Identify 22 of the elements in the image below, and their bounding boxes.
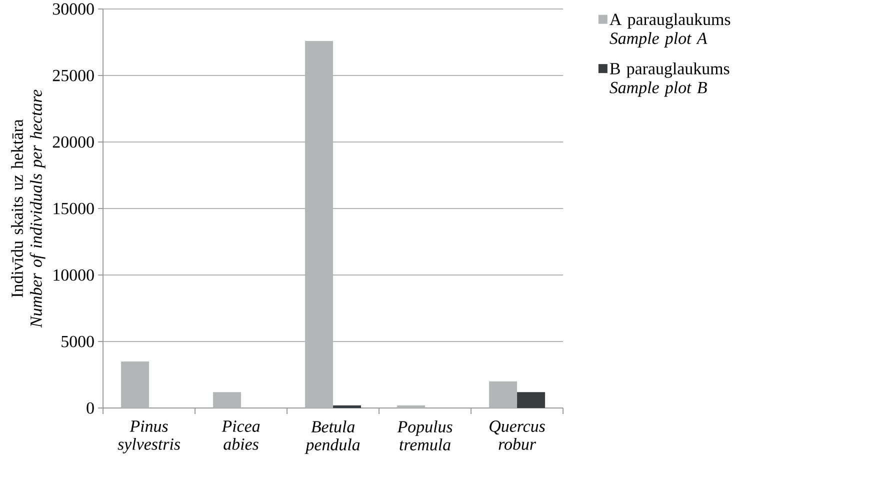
y-tick-label: 30000 <box>52 3 94 15</box>
bar <box>333 405 362 408</box>
y-tick-label: 5000 <box>62 336 94 348</box>
bar <box>489 382 518 408</box>
legend-label: A parauglaukums Sample plot A <box>610 13 730 48</box>
x-tick-label: Pinus sylvestris <box>118 420 180 454</box>
x-tick-label: Quercus robur <box>490 420 545 450</box>
x-tick-label: Populus tremula <box>397 420 452 451</box>
y-axis-title: Indivīdu skaits uz hektāra Number of individuals per hectare <box>11 90 46 328</box>
y-tick-label: 15000 <box>54 202 94 214</box>
bar <box>121 362 150 408</box>
y-tick-label: 20000 <box>52 136 94 148</box>
legend-label: B parauglaukums Sample plot B <box>610 62 730 97</box>
y-tick-label: 25000 <box>52 70 94 82</box>
bar <box>517 392 546 408</box>
x-tick-label: Betula pendula <box>304 420 360 454</box>
bar <box>397 405 426 408</box>
x-tick-label: Picea abies <box>222 420 260 450</box>
bar <box>213 392 242 408</box>
y-tick-label: 0 <box>86 402 94 414</box>
y-tick-label: 10000 <box>54 269 94 281</box>
bar <box>305 41 334 408</box>
